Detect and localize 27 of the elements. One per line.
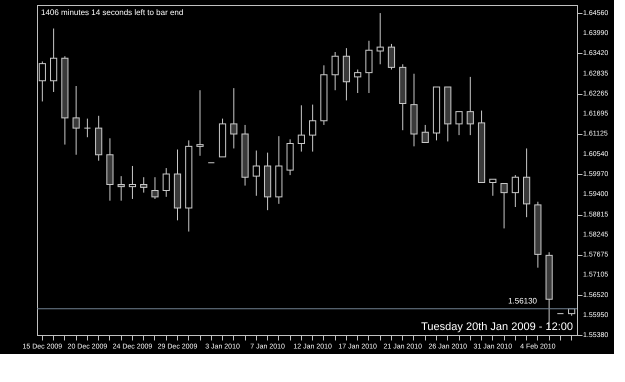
candlestick bbox=[489, 178, 496, 196]
candlestick bbox=[151, 176, 159, 200]
candlestick bbox=[500, 183, 508, 229]
candlestick bbox=[455, 111, 463, 136]
candlestick bbox=[365, 40, 373, 94]
candlestick bbox=[512, 174, 519, 208]
candlestick bbox=[196, 90, 204, 156]
candlestick bbox=[118, 176, 125, 202]
candlestick bbox=[422, 124, 429, 143]
candlestick bbox=[230, 88, 238, 149]
candlestick bbox=[84, 118, 91, 138]
annotation: Tuesday 20th Jan 2009 - 12:00 bbox=[421, 321, 573, 333]
candlestick bbox=[50, 28, 58, 92]
annotation: 1406 minutes 14 seconds left to bar end bbox=[41, 8, 184, 17]
ref-line-label: 1.56130 bbox=[508, 296, 538, 306]
candlestick bbox=[128, 165, 136, 200]
candlestick bbox=[354, 69, 362, 94]
candlestick bbox=[332, 51, 339, 91]
candlestick bbox=[298, 104, 305, 152]
candlestick bbox=[388, 43, 396, 70]
candlestick bbox=[252, 150, 260, 196]
candlestick bbox=[72, 86, 80, 156]
candlestick bbox=[309, 104, 316, 152]
candlestick bbox=[376, 12, 384, 65]
candlestick bbox=[162, 168, 170, 198]
candlestick bbox=[466, 76, 474, 136]
candlestick bbox=[140, 176, 148, 194]
